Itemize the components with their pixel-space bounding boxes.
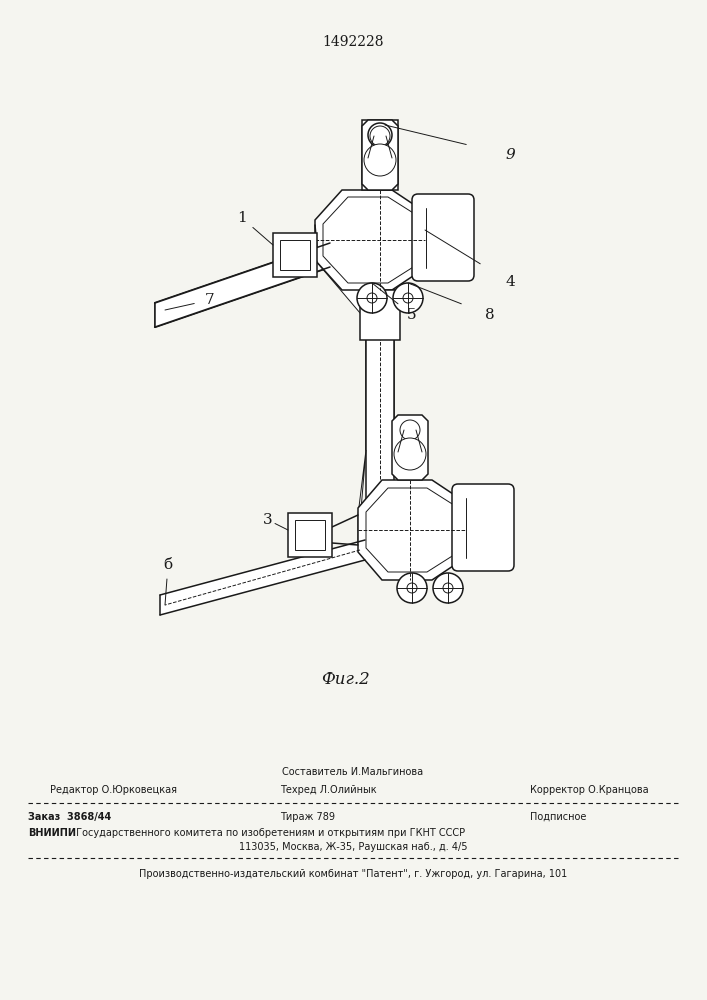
Polygon shape [323, 197, 418, 283]
Circle shape [394, 438, 426, 470]
Bar [288, 513, 332, 557]
Bar [295, 520, 325, 550]
Text: 1: 1 [237, 211, 247, 225]
Bar [360, 290, 400, 340]
Circle shape [407, 583, 417, 593]
Text: Корректор О.Кранцова: Корректор О.Кранцова [530, 785, 648, 795]
Polygon shape [358, 480, 465, 580]
Circle shape [357, 283, 387, 313]
Text: 7: 7 [205, 293, 215, 307]
Bar [280, 240, 310, 270]
Circle shape [400, 420, 420, 440]
Circle shape [433, 573, 463, 603]
Text: Подписное: Подписное [530, 812, 586, 822]
Polygon shape [366, 488, 457, 572]
Text: Тираж 789: Тираж 789 [280, 812, 335, 822]
Text: 1492228: 1492228 [322, 35, 384, 49]
Text: Фиг.2: Фиг.2 [321, 672, 369, 688]
FancyBboxPatch shape [452, 484, 514, 571]
Text: ВНИИПИ: ВНИИПИ [28, 828, 76, 838]
Circle shape [364, 144, 396, 176]
Text: б: б [163, 558, 173, 572]
Circle shape [370, 126, 390, 146]
Bar [273, 233, 317, 277]
Text: 9: 9 [505, 148, 515, 162]
Text: Составитель И.Мальгинова: Составитель И.Мальгинова [282, 767, 423, 777]
Text: Заказ  3868/44: Заказ 3868/44 [28, 812, 111, 822]
Circle shape [443, 583, 453, 593]
Text: 5: 5 [407, 308, 417, 322]
Text: 113035, Москва, Ж-35, Раушская наб., д. 4/5: 113035, Москва, Ж-35, Раушская наб., д. … [239, 842, 467, 852]
Polygon shape [362, 120, 398, 190]
Polygon shape [315, 260, 366, 320]
Polygon shape [160, 540, 365, 615]
Bar [366, 290, 394, 510]
Bar [362, 120, 398, 190]
Polygon shape [315, 190, 425, 290]
Circle shape [367, 293, 377, 303]
Circle shape [403, 293, 413, 303]
Text: Техред Л.Олийнык: Техред Л.Олийнык [280, 785, 377, 795]
Text: 8: 8 [485, 308, 495, 322]
Circle shape [393, 283, 423, 313]
Circle shape [397, 573, 427, 603]
Text: 3: 3 [263, 513, 273, 527]
Text: Производственно-издательский комбинат "Патент", г. Ужгород, ул. Гагарина, 101: Производственно-издательский комбинат "П… [139, 869, 567, 879]
FancyBboxPatch shape [412, 194, 474, 281]
Polygon shape [155, 243, 330, 327]
Polygon shape [358, 450, 366, 545]
Text: 4: 4 [505, 275, 515, 289]
Polygon shape [392, 415, 428, 480]
Text: Редактор О.Юрковецкая: Редактор О.Юрковецкая [50, 785, 177, 795]
Text: Государственного комитета по изобретениям и открытиям при ГКНТ СССР: Государственного комитета по изобретения… [73, 828, 465, 838]
Circle shape [368, 123, 392, 147]
